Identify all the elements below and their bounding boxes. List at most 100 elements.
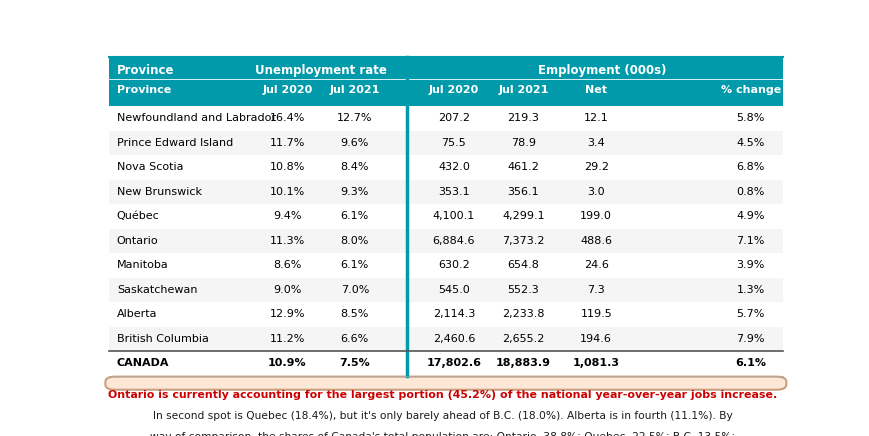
Text: 17,802.6: 17,802.6 — [426, 358, 481, 368]
Text: Jul 2021: Jul 2021 — [498, 85, 548, 95]
Text: New Brunswick: New Brunswick — [116, 187, 202, 197]
FancyBboxPatch shape — [105, 377, 786, 390]
Text: 10.8%: 10.8% — [269, 162, 305, 172]
FancyBboxPatch shape — [109, 351, 782, 376]
Text: Employment (000s): Employment (000s) — [537, 64, 666, 77]
FancyBboxPatch shape — [109, 278, 782, 302]
Text: Jul 2020: Jul 2020 — [262, 85, 312, 95]
Text: 9.3%: 9.3% — [341, 187, 368, 197]
Text: 488.6: 488.6 — [580, 236, 612, 246]
Text: 3.4: 3.4 — [587, 138, 605, 148]
FancyBboxPatch shape — [109, 58, 782, 106]
Text: Nova Scotia: Nova Scotia — [116, 162, 183, 172]
Text: 4.9%: 4.9% — [735, 211, 764, 221]
Text: 8.4%: 8.4% — [340, 162, 368, 172]
Text: 194.6: 194.6 — [580, 334, 612, 344]
Text: In second spot is Quebec (18.4%), but it's only barely ahead of B.C. (18.0%). Al: In second spot is Quebec (18.4%), but it… — [152, 411, 732, 421]
Text: CANADA: CANADA — [116, 358, 169, 368]
Text: % change: % change — [720, 85, 779, 95]
Text: 199.0: 199.0 — [580, 211, 612, 221]
Text: 1.3%: 1.3% — [736, 285, 764, 295]
Text: 18,883.9: 18,883.9 — [495, 358, 550, 368]
Text: way of comparison, the shares of Canada's total population are: Ontario, 38.8%; : way of comparison, the shares of Canada'… — [149, 432, 734, 436]
Text: 2,460.6: 2,460.6 — [432, 334, 474, 344]
Text: Jul 2021: Jul 2021 — [329, 85, 380, 95]
Text: 4.5%: 4.5% — [735, 138, 764, 148]
Text: 4,100.1: 4,100.1 — [433, 211, 474, 221]
FancyBboxPatch shape — [109, 327, 782, 351]
Text: 78.9: 78.9 — [510, 138, 535, 148]
Text: 10.9%: 10.9% — [268, 358, 307, 368]
Text: 219.3: 219.3 — [507, 113, 539, 123]
Text: 29.2: 29.2 — [583, 162, 608, 172]
Text: 6,884.6: 6,884.6 — [432, 236, 474, 246]
Text: Prince Edward Island: Prince Edward Island — [116, 138, 233, 148]
Text: 11.3%: 11.3% — [269, 236, 305, 246]
Text: Newfoundland and Labrador: Newfoundland and Labrador — [116, 113, 275, 123]
Text: 2,233.8: 2,233.8 — [501, 310, 544, 319]
Text: Jul 2020: Jul 2020 — [428, 85, 479, 95]
FancyBboxPatch shape — [109, 155, 782, 180]
Text: Manitoba: Manitoba — [116, 260, 169, 270]
Text: 5.8%: 5.8% — [735, 113, 764, 123]
Text: 2,114.3: 2,114.3 — [432, 310, 474, 319]
FancyBboxPatch shape — [109, 228, 782, 253]
Text: 545.0: 545.0 — [438, 285, 469, 295]
Text: 7.3: 7.3 — [587, 285, 605, 295]
Text: 16.4%: 16.4% — [269, 113, 305, 123]
Text: 6.6%: 6.6% — [341, 334, 368, 344]
Text: 8.5%: 8.5% — [341, 310, 368, 319]
Text: 12.9%: 12.9% — [269, 310, 305, 319]
Text: Alberta: Alberta — [116, 310, 157, 319]
Text: Québec: Québec — [116, 211, 159, 221]
Text: Ontario is currently accounting for the largest portion (45.2%) of the national : Ontario is currently accounting for the … — [108, 390, 776, 400]
FancyBboxPatch shape — [109, 130, 782, 155]
FancyBboxPatch shape — [109, 204, 782, 228]
Text: 119.5: 119.5 — [580, 310, 612, 319]
Text: 8.6%: 8.6% — [273, 260, 302, 270]
Text: 24.6: 24.6 — [583, 260, 608, 270]
Text: 353.1: 353.1 — [438, 187, 469, 197]
Text: 9.4%: 9.4% — [273, 211, 302, 221]
Text: 654.8: 654.8 — [507, 260, 539, 270]
Text: 7.0%: 7.0% — [341, 285, 368, 295]
Text: 6.8%: 6.8% — [735, 162, 764, 172]
Text: 9.6%: 9.6% — [341, 138, 368, 148]
FancyBboxPatch shape — [109, 106, 782, 130]
Text: 6.1%: 6.1% — [341, 260, 368, 270]
Text: 356.1: 356.1 — [507, 187, 539, 197]
Text: 630.2: 630.2 — [438, 260, 469, 270]
FancyBboxPatch shape — [109, 253, 782, 278]
FancyBboxPatch shape — [109, 302, 782, 327]
Text: 11.7%: 11.7% — [269, 138, 305, 148]
Text: 4,299.1: 4,299.1 — [501, 211, 544, 221]
Text: 7.1%: 7.1% — [735, 236, 764, 246]
Text: 8.0%: 8.0% — [341, 236, 368, 246]
Text: 7.9%: 7.9% — [735, 334, 764, 344]
Text: 9.0%: 9.0% — [273, 285, 302, 295]
Text: 12.7%: 12.7% — [336, 113, 372, 123]
Text: British Columbia: British Columbia — [116, 334, 209, 344]
Text: 207.2: 207.2 — [437, 113, 469, 123]
Text: 1,081.3: 1,081.3 — [572, 358, 619, 368]
Text: 75.5: 75.5 — [441, 138, 466, 148]
Text: 12.1: 12.1 — [583, 113, 608, 123]
Text: 0.8%: 0.8% — [735, 187, 764, 197]
Text: 11.2%: 11.2% — [269, 334, 305, 344]
Text: Ontario: Ontario — [116, 236, 158, 246]
Text: 6.1%: 6.1% — [734, 358, 766, 368]
Text: 5.7%: 5.7% — [735, 310, 764, 319]
Text: 461.2: 461.2 — [507, 162, 539, 172]
Text: 2,655.2: 2,655.2 — [501, 334, 544, 344]
Text: 10.1%: 10.1% — [269, 187, 305, 197]
Text: 432.0: 432.0 — [437, 162, 469, 172]
Text: 3.9%: 3.9% — [735, 260, 764, 270]
Text: 7,373.2: 7,373.2 — [501, 236, 544, 246]
Text: Province: Province — [116, 85, 171, 95]
Text: Province: Province — [116, 64, 174, 77]
Text: 3.0: 3.0 — [587, 187, 604, 197]
Text: Unemployment rate: Unemployment rate — [255, 64, 387, 77]
Text: 552.3: 552.3 — [507, 285, 539, 295]
Text: Net: Net — [585, 85, 607, 95]
Text: 6.1%: 6.1% — [341, 211, 368, 221]
